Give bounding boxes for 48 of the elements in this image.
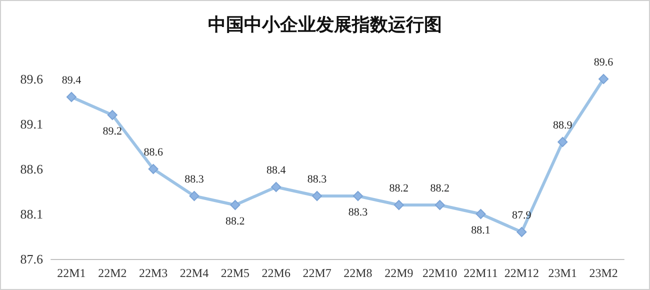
point [107,110,118,120]
point [434,200,445,210]
x-tick-label: 23M1 [548,266,577,280]
x-tick-label: 22M2 [98,266,127,280]
x-tick-label: 22M3 [138,266,168,280]
x-tick-label: 22M5 [220,266,250,280]
x-tick-label: 22M8 [344,266,372,280]
x-tick-label: 22M9 [384,266,414,280]
data-label: 87.9 [512,210,532,222]
data-label: 89.6 [594,56,614,68]
x-tick-label: 23M2 [589,266,618,280]
data-label: 89.2 [102,126,122,138]
x-tick-label: 22M4 [180,266,209,280]
y-tick-label: 89.6 [20,72,44,86]
data-label: 88.2 [430,182,450,194]
x-tick-label: 22M7 [302,266,332,280]
data-label: 89.4 [62,74,82,86]
point [148,164,158,174]
chart-title: 中国中小企业发展指数运行图 [208,14,442,36]
data-label: 88.3 [307,174,328,186]
data-label: 88.3 [184,174,204,186]
data-label: 88.3 [348,206,368,218]
data-label: 88.9 [552,120,573,132]
x-tick-label: 22M1 [57,266,86,280]
data-label: 88.2 [226,216,245,228]
data-label: 88.2 [389,182,409,194]
y-tick-label: 88.6 [20,162,44,176]
y-tick-label: 89.1 [20,116,43,132]
point [394,200,404,210]
data-label: 88.6 [144,146,164,158]
y-tick-label: 88.1 [20,206,43,222]
point [312,191,322,201]
point [189,191,200,201]
x-tick-label: 22M11 [464,266,498,280]
x-tick-label: 22M10 [422,266,458,280]
point [352,191,363,201]
x-tick-label: 22M12 [504,266,540,280]
x-tick-label: 22M6 [262,266,290,280]
point [516,227,527,237]
point [558,137,568,147]
point [476,209,486,219]
point [271,182,282,192]
point [230,200,240,210]
data-label: 88.4 [266,164,286,176]
point [66,92,76,102]
data-label: 88.1 [471,224,490,236]
point [598,74,609,84]
y-tick-label: 87.6 [20,252,44,266]
